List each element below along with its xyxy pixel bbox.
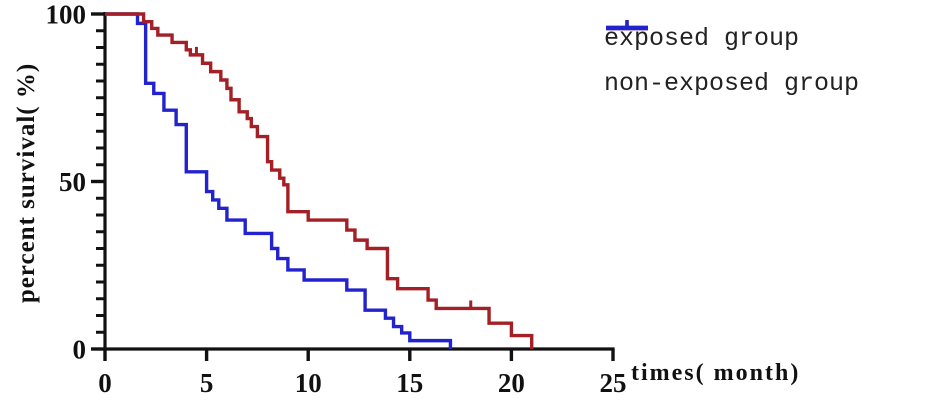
survival-curve-non-exposed — [105, 12, 453, 349]
survival-curve-exposed — [105, 12, 534, 349]
x-tick-label: 0 — [98, 368, 112, 398]
y-axis-title: percent survival( %) — [13, 62, 40, 304]
x-axis-title: times( month) — [631, 360, 801, 386]
legend-label-non-exposed: non-exposed group — [604, 69, 860, 98]
x-tick-label: 25 — [600, 368, 627, 398]
x-tick-label: 20 — [498, 368, 525, 398]
y-tick-label: 50 — [59, 167, 86, 197]
y-tick-label: 100 — [46, 0, 87, 30]
x-tick-label: 10 — [295, 368, 322, 398]
legend: exposed group non-exposed group — [604, 16, 859, 106]
x-tick-label: 15 — [396, 368, 423, 398]
x-tick-label: 5 — [200, 368, 214, 398]
legend-item-non-exposed: non-exposed group — [604, 20, 860, 106]
y-tick-label: 0 — [73, 335, 87, 365]
non-exposed-line-icon — [606, 20, 648, 31]
